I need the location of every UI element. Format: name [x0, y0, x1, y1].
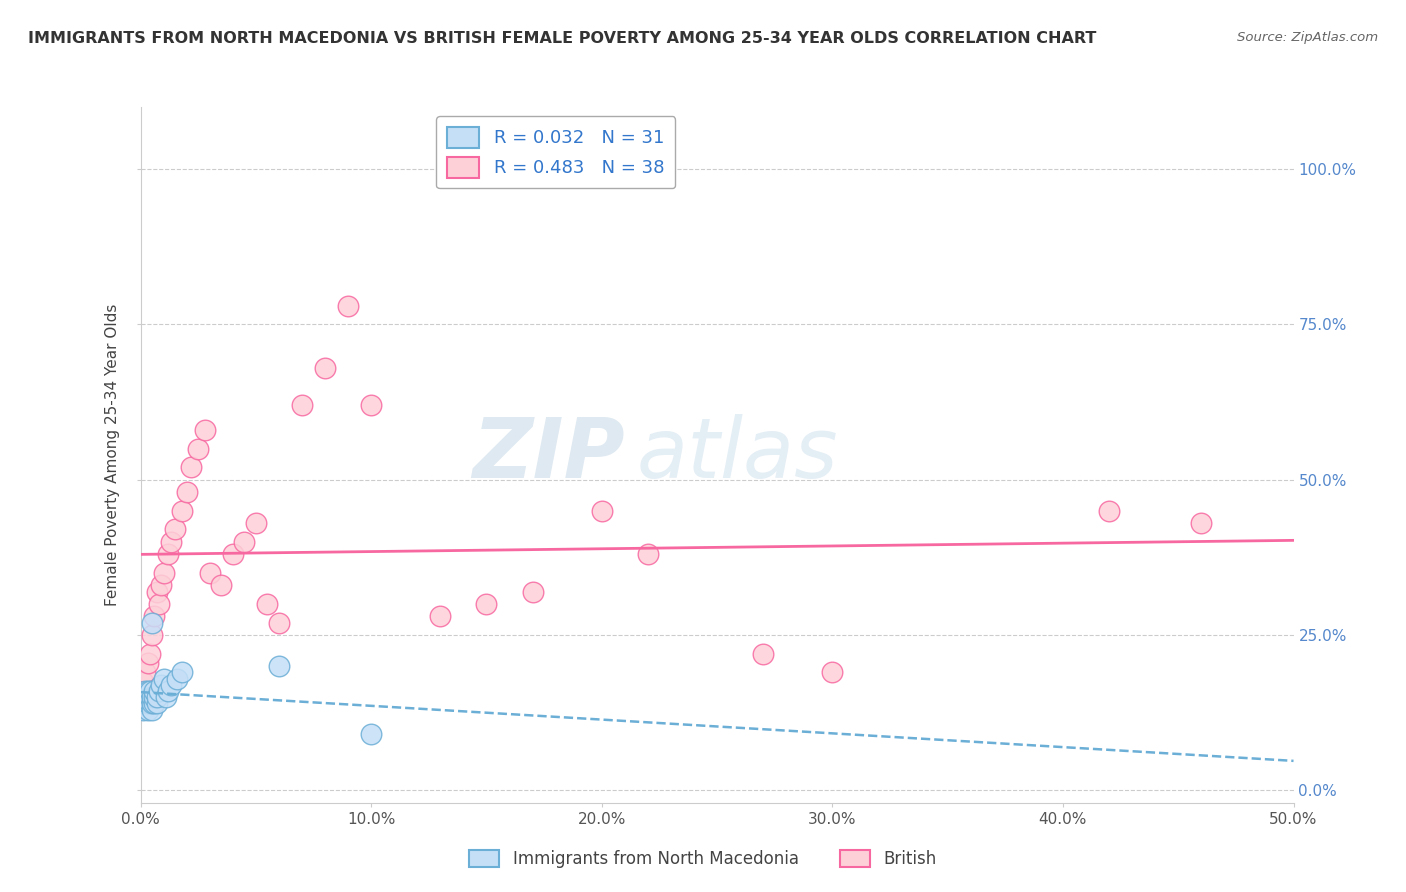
Point: [752, 647, 775, 661]
Point: [134, 697, 156, 711]
Point: [136, 690, 159, 705]
Point: [360, 398, 382, 412]
Point: [143, 697, 166, 711]
Point: [152, 672, 174, 686]
Point: [245, 516, 267, 531]
Legend: Immigrants from North Macedonia, British: Immigrants from North Macedonia, British: [463, 843, 943, 875]
Text: IMMIGRANTS FROM NORTH MACEDONIA VS BRITISH FEMALE POVERTY AMONG 25-34 YEAR OLDS : IMMIGRANTS FROM NORTH MACEDONIA VS BRITI…: [28, 31, 1097, 46]
Point: [141, 690, 163, 705]
Point: [152, 566, 174, 580]
Point: [187, 442, 209, 456]
Point: [134, 665, 156, 680]
Point: [176, 485, 198, 500]
Text: Source: ZipAtlas.com: Source: ZipAtlas.com: [1237, 31, 1378, 45]
Point: [148, 684, 170, 698]
Point: [522, 584, 544, 599]
Point: [209, 578, 232, 592]
Point: [267, 615, 290, 630]
Point: [172, 504, 194, 518]
Point: [222, 547, 245, 561]
Legend: R = 0.032   N = 31, R = 0.483   N = 38: R = 0.032 N = 31, R = 0.483 N = 38: [436, 116, 675, 188]
Point: [139, 697, 162, 711]
Point: [134, 684, 156, 698]
Point: [337, 299, 360, 313]
Point: [1189, 516, 1212, 531]
Point: [143, 690, 166, 705]
Point: [429, 609, 451, 624]
Text: ZIP: ZIP: [472, 415, 624, 495]
Y-axis label: Female Poverty Among 25-34 Year Olds: Female Poverty Among 25-34 Year Olds: [105, 304, 121, 606]
Point: [194, 423, 217, 437]
Point: [172, 665, 194, 680]
Point: [291, 398, 314, 412]
Point: [157, 684, 180, 698]
Point: [155, 690, 177, 705]
Point: [145, 690, 167, 705]
Point: [132, 674, 155, 689]
Point: [148, 597, 170, 611]
Point: [141, 628, 163, 642]
Point: [132, 703, 155, 717]
Point: [141, 615, 163, 630]
Point: [1098, 504, 1121, 518]
Point: [136, 684, 159, 698]
Point: [145, 584, 167, 599]
Point: [139, 647, 162, 661]
Point: [150, 678, 173, 692]
Point: [360, 727, 382, 741]
Point: [591, 504, 613, 518]
Point: [136, 703, 159, 717]
Point: [159, 534, 181, 549]
Point: [139, 690, 162, 705]
Point: [136, 697, 159, 711]
Point: [475, 597, 498, 611]
Point: [233, 534, 256, 549]
Point: [159, 678, 181, 692]
Point: [141, 703, 163, 717]
Point: [637, 547, 659, 561]
Point: [145, 697, 167, 711]
Point: [143, 684, 166, 698]
Point: [143, 609, 166, 624]
Point: [150, 578, 173, 592]
Point: [256, 597, 278, 611]
Point: [267, 659, 290, 673]
Point: [132, 697, 155, 711]
Point: [198, 566, 221, 580]
Point: [134, 690, 156, 705]
Point: [821, 665, 844, 680]
Point: [157, 547, 180, 561]
Point: [165, 523, 187, 537]
Point: [141, 697, 163, 711]
Point: [136, 656, 159, 670]
Point: [314, 361, 336, 376]
Point: [139, 684, 162, 698]
Text: atlas: atlas: [637, 415, 838, 495]
Point: [180, 460, 202, 475]
Point: [166, 672, 188, 686]
